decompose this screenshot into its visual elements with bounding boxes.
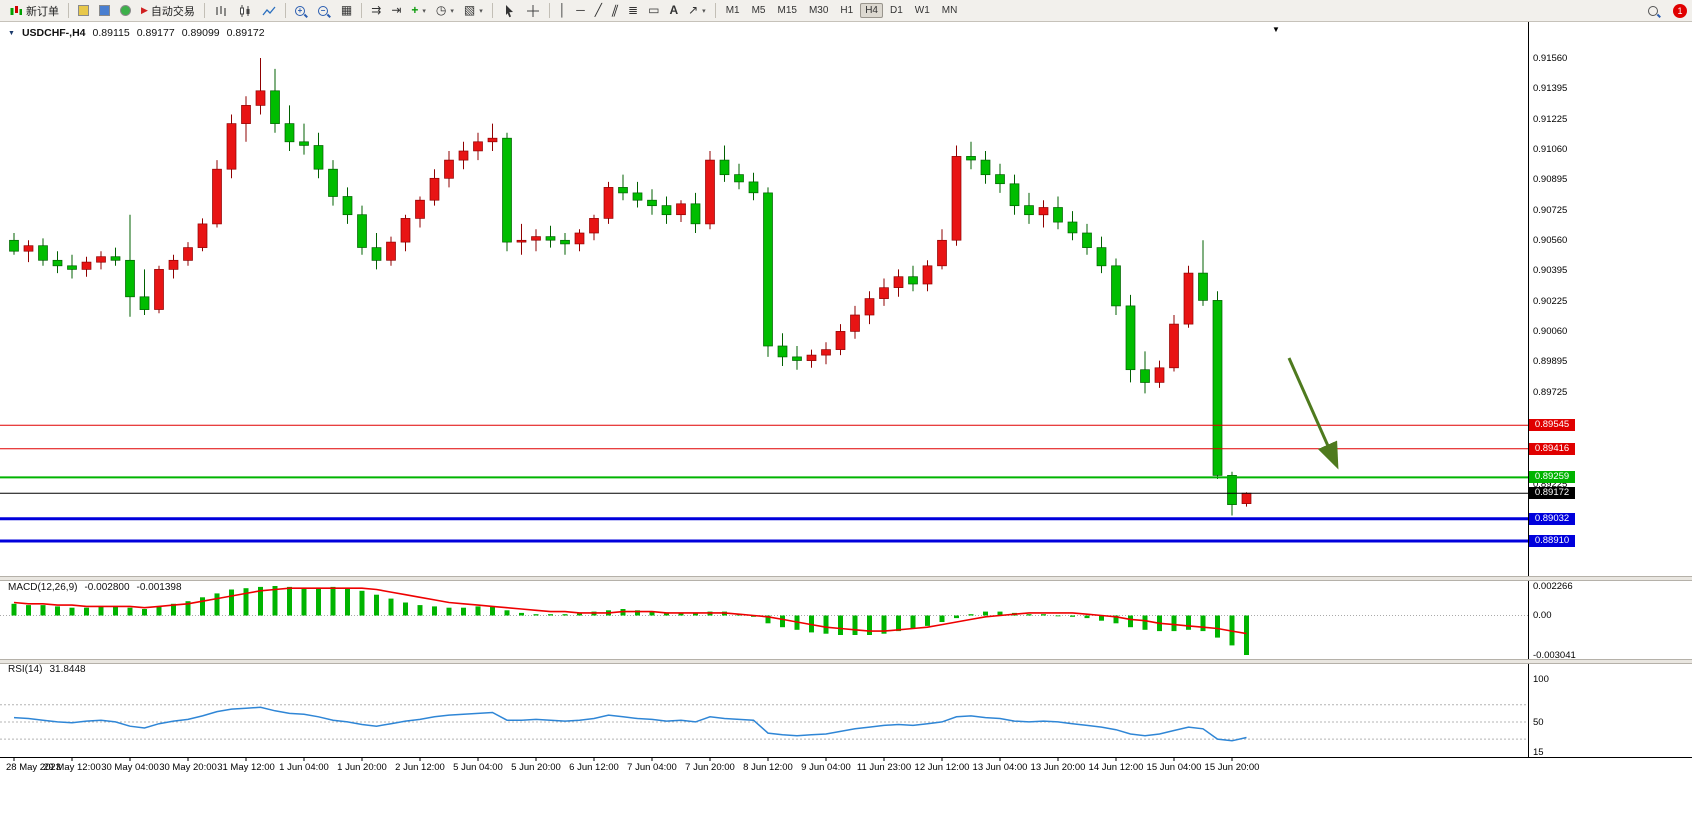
candlestick-chart-button[interactable] [234, 2, 256, 19]
chevron-down-icon: ▾ [422, 7, 426, 15]
text-icon: A [669, 3, 679, 17]
vertical-line-icon: │ [558, 3, 567, 17]
auto-scroll-button[interactable]: ⇉ [367, 2, 385, 19]
horizontal-line-tool[interactable]: ─ [572, 2, 589, 19]
tile-windows-icon: ▦ [340, 3, 353, 17]
toolbar-separator [361, 3, 363, 18]
chart-header: ▼ USDCHF-,H4 0.89115 0.89177 0.89099 0.8… [8, 27, 265, 39]
auto-trading-label: 自动交易 [150, 5, 195, 18]
zoom-out-icon: − [317, 5, 328, 16]
timeframe-button-m30[interactable]: M30 [808, 5, 829, 16]
add-indicator-icon: + [411, 3, 419, 17]
symbol-period-label: USDCHF-,H4 [21, 27, 86, 39]
timeframe-button-m5[interactable]: M5 [751, 5, 766, 16]
line-chart-icon [262, 6, 276, 15]
vertical-line-tool[interactable]: │ [555, 2, 571, 19]
panel-splitter-macd[interactable] [0, 576, 1692, 581]
indicators-button[interactable]: + ▾ [407, 2, 430, 19]
timeframe-bar: M1 M5 M15 M30 H1 H4 D1 W1 MN [721, 3, 963, 18]
chevron-down-icon: ▾ [450, 7, 454, 15]
toolbar-separator [203, 3, 205, 18]
trendline-icon: ╱ [594, 3, 603, 17]
auto-trading-button[interactable]: ▶ 自动交易 [137, 2, 199, 19]
trendline-tool[interactable]: ╱ [591, 2, 606, 19]
shapes-icon: ▭ [648, 3, 660, 17]
new-order-label: 新订单 [26, 5, 59, 18]
timeframe-button-w1[interactable]: W1 [914, 5, 930, 16]
fibonacci-icon: ≣ [628, 3, 639, 17]
toolbar-separator [284, 3, 286, 18]
bar-chart-icon [216, 5, 226, 16]
zoom-out-button[interactable]: − [314, 2, 335, 19]
terminal-button[interactable] [116, 2, 135, 19]
bar-chart-button[interactable] [210, 2, 232, 19]
toolbar-separator [491, 3, 493, 18]
close-value: 0.89172 [226, 27, 265, 39]
horizontal-line-icon: ─ [576, 3, 585, 17]
cursor-button[interactable] [498, 2, 520, 19]
fibonacci-tool[interactable]: ≣ [624, 2, 642, 19]
timeframe-button-mn[interactable]: MN [941, 5, 958, 16]
navigator-icon [99, 5, 110, 16]
auto-scroll-icon: ⇉ [371, 3, 382, 17]
timeframe-button-h1[interactable]: H1 [840, 5, 854, 16]
low-value: 0.89099 [181, 27, 220, 39]
toolbar-separator [714, 3, 716, 18]
shapes-tool[interactable]: ▭ [644, 2, 663, 19]
scroll-to-end-marker[interactable]: ▼ [1272, 25, 1280, 34]
macd-signal-value: -0.001398 [136, 582, 182, 593]
zoom-in-button[interactable]: + [291, 2, 312, 19]
template-chart-icon: ▧ [463, 3, 476, 17]
timeframe-button-m1[interactable]: M1 [725, 5, 740, 16]
macd-main-value: -0.002800 [84, 582, 130, 593]
toolbar-separator [548, 3, 550, 18]
market-watch-icon [78, 5, 89, 16]
arrows-tool[interactable]: ↗ ▾ [684, 2, 710, 19]
zoom-in-icon: + [294, 5, 305, 16]
terminal-icon [120, 5, 131, 16]
channel-icon: ∥ [609, 3, 621, 17]
search-icon [1648, 5, 1658, 16]
rsi-value: 31.8448 [49, 664, 86, 675]
line-chart-button[interactable] [258, 2, 280, 19]
chart-shift-icon: ⇥ [391, 3, 402, 17]
new-order-button[interactable]: 新订单 [5, 2, 63, 19]
timeframe-button-h4[interactable]: H4 [860, 3, 883, 18]
channel-tool[interactable]: ∥ [608, 2, 622, 19]
market-watch-button[interactable] [74, 2, 93, 19]
open-value: 0.89115 [92, 27, 130, 39]
text-tool[interactable]: A [665, 2, 682, 19]
crosshair-button[interactable] [522, 2, 544, 19]
high-value: 0.89177 [136, 27, 175, 39]
candlestick-chart-icon [239, 4, 250, 17]
panel-splitter-rsi[interactable] [0, 659, 1692, 664]
crosshair-icon [526, 4, 539, 17]
navigator-button[interactable] [95, 2, 114, 19]
search-button[interactable] [1644, 2, 1665, 19]
timeframe-button-m15[interactable]: M15 [777, 5, 797, 16]
rsi-label: RSI(14) 31.8448 [8, 664, 86, 675]
auto-trading-icon: ▶ [141, 5, 148, 15]
periods-button[interactable]: ◷ ▾ [432, 2, 458, 19]
chart-shift-button[interactable]: ⇥ [387, 2, 405, 19]
clock-icon: ◷ [435, 3, 447, 17]
arrow-objects-icon: ↗ [688, 3, 699, 17]
chevron-down-icon: ▾ [479, 7, 483, 15]
timeframe-button-d1[interactable]: D1 [890, 5, 903, 16]
macd-name: MACD(12,26,9) [8, 582, 78, 593]
new-order-icon [10, 5, 22, 15]
templates-button[interactable]: ▧ ▾ [460, 2, 487, 19]
macd-label: MACD(12,26,9) -0.002800 -0.001398 [8, 582, 182, 593]
toolbar: 新订单 ▶ 自动交易 + − ▦ ⇉ ⇥ + ▾ ◷ ▾ ▧ ▾ │ ─ ╱ ∥ ≣ … [0, 0, 1692, 22]
chart-menu-icon[interactable]: ▼ [8, 29, 15, 37]
tile-windows-button[interactable]: ▦ [337, 2, 356, 19]
notification-badge[interactable]: 1 [1673, 3, 1687, 18]
chevron-down-icon: ▾ [702, 7, 706, 15]
rsi-name: RSI(14) [8, 664, 43, 675]
cursor-icon [505, 4, 513, 17]
toolbar-separator [68, 3, 69, 18]
